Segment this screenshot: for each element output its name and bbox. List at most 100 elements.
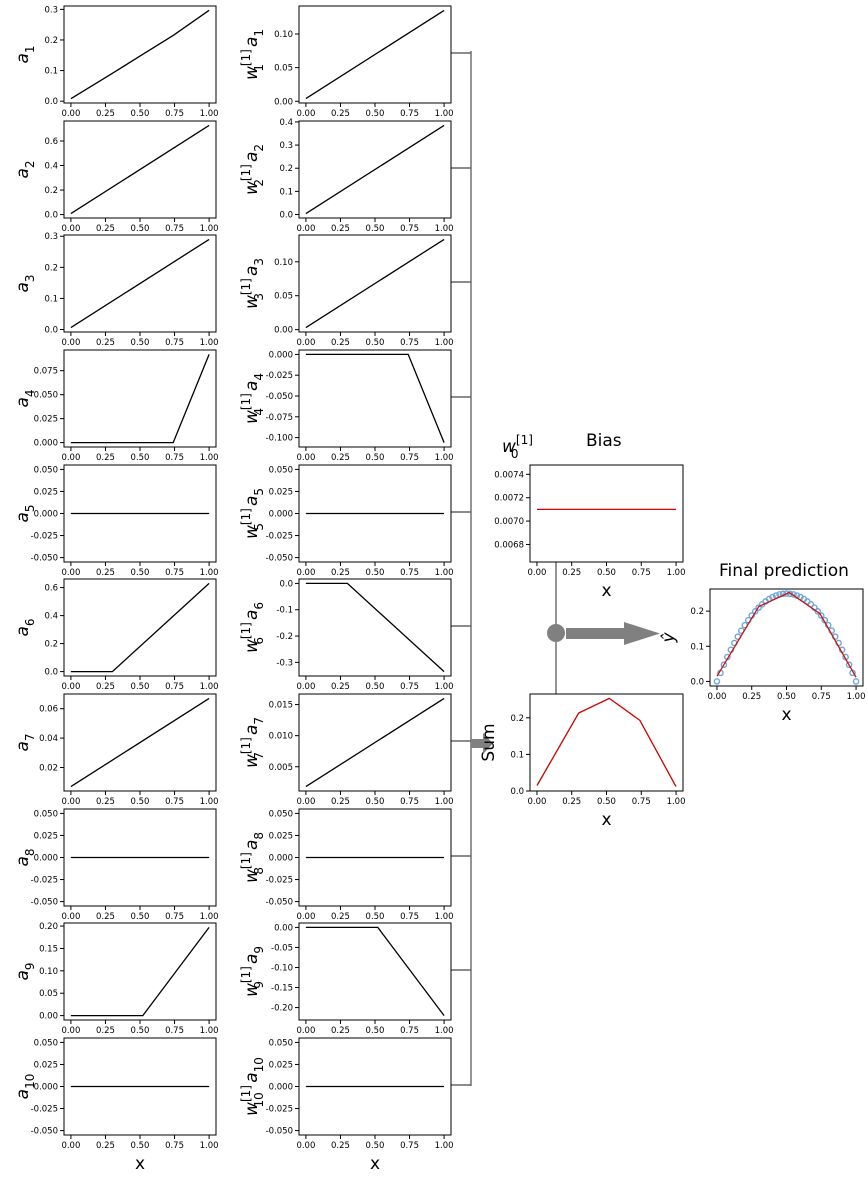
a1-xtick-label: 0.25 — [96, 109, 115, 119]
a8-ytick-label: 0.000 — [34, 854, 58, 864]
sum-ytick-label: 0.1 — [510, 750, 524, 760]
a1-ytick-label: 0.0 — [44, 97, 58, 107]
a6-xtick-label: 0.00 — [61, 682, 80, 692]
a4-xtick-label: 0.25 — [96, 453, 115, 463]
wa6-ytick-label: 0.0 — [279, 579, 293, 589]
wa10-xtick-label: 0.50 — [366, 1141, 385, 1151]
a10-xtick-label: 0.50 — [131, 1141, 150, 1151]
bias-title: Bias — [586, 431, 622, 451]
a2-series-line — [70, 124, 210, 215]
wa9-xtick-label: 0.50 — [366, 1026, 385, 1036]
pred-xtick-label: 0.25 — [742, 692, 761, 702]
wa2-xtick-label: 0.00 — [296, 224, 315, 234]
wa5-xtick-label: 0.00 — [296, 568, 315, 578]
wa1-xtick-label: 0.00 — [296, 109, 315, 119]
pred-data-point — [790, 591, 797, 598]
wa5-xtick-label: 0.25 — [331, 568, 350, 578]
a6-ytick-label: 0.0 — [44, 668, 58, 678]
wa6-xtick-label: 0.25 — [331, 682, 350, 692]
a2-xtick-label: 0.75 — [165, 224, 184, 234]
wa7-xtick-label: 1.00 — [435, 797, 454, 807]
pred-ytick-label: 0.1 — [690, 642, 704, 652]
a2-ytick-label: 0.2 — [44, 186, 58, 196]
wa7-xtick-label: 0.00 — [296, 797, 315, 807]
wa4-xtick-label: 0.75 — [400, 453, 419, 463]
wa6-xtick-label: 0.75 — [400, 682, 419, 692]
wa7-xtick-label: 0.25 — [331, 797, 350, 807]
wa5-xtick-label: 0.50 — [366, 568, 385, 578]
a7-ytick-label: 0.02 — [39, 763, 58, 773]
wa1-ytick-label: 0.00 — [274, 97, 293, 107]
pred-xlabel: x — [781, 705, 791, 725]
a2-xtick-label: 0.25 — [96, 224, 115, 234]
a1-xtick-label: 1.00 — [200, 109, 219, 119]
wa8-ytick-label: 0.050 — [269, 809, 293, 819]
pred-ylabel: ŷ — [659, 632, 679, 644]
wa10-xtick-label: 0.25 — [331, 1141, 350, 1151]
a3-xtick-label: 1.00 — [200, 338, 219, 348]
a3-ytick-label: 0.1 — [44, 294, 58, 304]
wa1-xtick-label: 1.00 — [435, 109, 454, 119]
wa4-xtick-label: 1.00 — [435, 453, 454, 463]
wa1-xtick-label: 0.25 — [331, 109, 350, 119]
a4-ylabel: a4 — [13, 389, 37, 407]
pred-series-line — [716, 591, 857, 678]
wa4-ytick-label: -0.025 — [266, 371, 293, 381]
wa8-xtick-label: 1.00 — [435, 912, 454, 922]
a2-xtick-label: 0.50 — [131, 224, 150, 234]
wa8-ytick-label: -0.025 — [266, 876, 293, 886]
wa4-ytick-label: -0.075 — [266, 413, 293, 423]
final-prediction-title: Final prediction — [719, 561, 849, 581]
a1-series-line — [70, 9, 210, 100]
sum-series-line — [536, 697, 677, 787]
a4-frame — [63, 349, 217, 448]
a1-ytick-label: 0.3 — [44, 5, 58, 15]
a9-xtick-label: 1.00 — [200, 1026, 219, 1036]
a2-xtick-label: 0.00 — [61, 224, 80, 234]
pred-xtick-label: 0.50 — [777, 692, 796, 702]
a6-ylabel: a6 — [13, 618, 37, 636]
a5-xtick-label: 1.00 — [200, 568, 219, 578]
sum-xtick-label: 1.00 — [667, 797, 686, 807]
sum-xlabel: x — [601, 810, 611, 830]
wa3-xtick-label: 0.75 — [400, 338, 419, 348]
a10-xtick-label: 0.75 — [165, 1141, 184, 1151]
a10-xtick-label: 0.25 — [96, 1141, 115, 1151]
pred-xtick-label: 1.00 — [847, 692, 866, 702]
wa6-xtick-label: 1.00 — [435, 682, 454, 692]
a7-series-line — [70, 697, 210, 788]
wa3-xtick-label: 0.00 — [296, 338, 315, 348]
wa4-ytick-label: -0.100 — [266, 434, 293, 444]
a10-ylabel: a10 — [13, 1074, 37, 1100]
wa10-ytick-label: -0.050 — [266, 1127, 293, 1137]
wa1-ytick-label: 0.05 — [274, 64, 293, 74]
wa6-ytick-label: -0.3 — [276, 658, 293, 668]
a9-ytick-label: 0.10 — [39, 967, 58, 977]
wa9-ytick-label: 0.00 — [274, 923, 293, 933]
a6-ytick-label: 0.4 — [44, 612, 58, 622]
pred-data-point — [845, 661, 853, 669]
wa4-xtick-label: 0.50 — [366, 453, 385, 463]
a3-ytick-label: 0.2 — [44, 263, 58, 273]
bias-ytick-label: 0.0070 — [494, 517, 524, 527]
a3-series-line — [70, 238, 210, 329]
sum-xtick-label: 0.00 — [527, 797, 546, 807]
bias-xtick-label: 0.25 — [562, 568, 581, 578]
a3-ylabel: a3 — [13, 274, 37, 292]
wa2-xtick-label: 1.00 — [435, 224, 454, 234]
pred-data-point — [783, 590, 790, 597]
wa10-ytick-label: -0.025 — [266, 1105, 293, 1115]
a4-xtick-label: 0.00 — [61, 453, 80, 463]
wa9-frame — [298, 922, 452, 1021]
wa5-ytick-label: 0.050 — [269, 465, 293, 475]
a7-xtick-label: 0.50 — [131, 797, 150, 807]
a6-xtick-label: 0.25 — [96, 682, 115, 692]
a5-xtick-label: 0.75 — [165, 568, 184, 578]
a10-ytick-label: -0.025 — [31, 1105, 58, 1115]
wa2-series-line — [305, 124, 445, 215]
final-arrow-shaft — [566, 628, 624, 639]
pred-data-point — [713, 678, 721, 685]
wa4-ylabel: w[1]4a4 — [239, 373, 266, 424]
wa4-xtick-label: 0.25 — [331, 453, 350, 463]
a4-ytick-label: 0.025 — [34, 415, 58, 425]
